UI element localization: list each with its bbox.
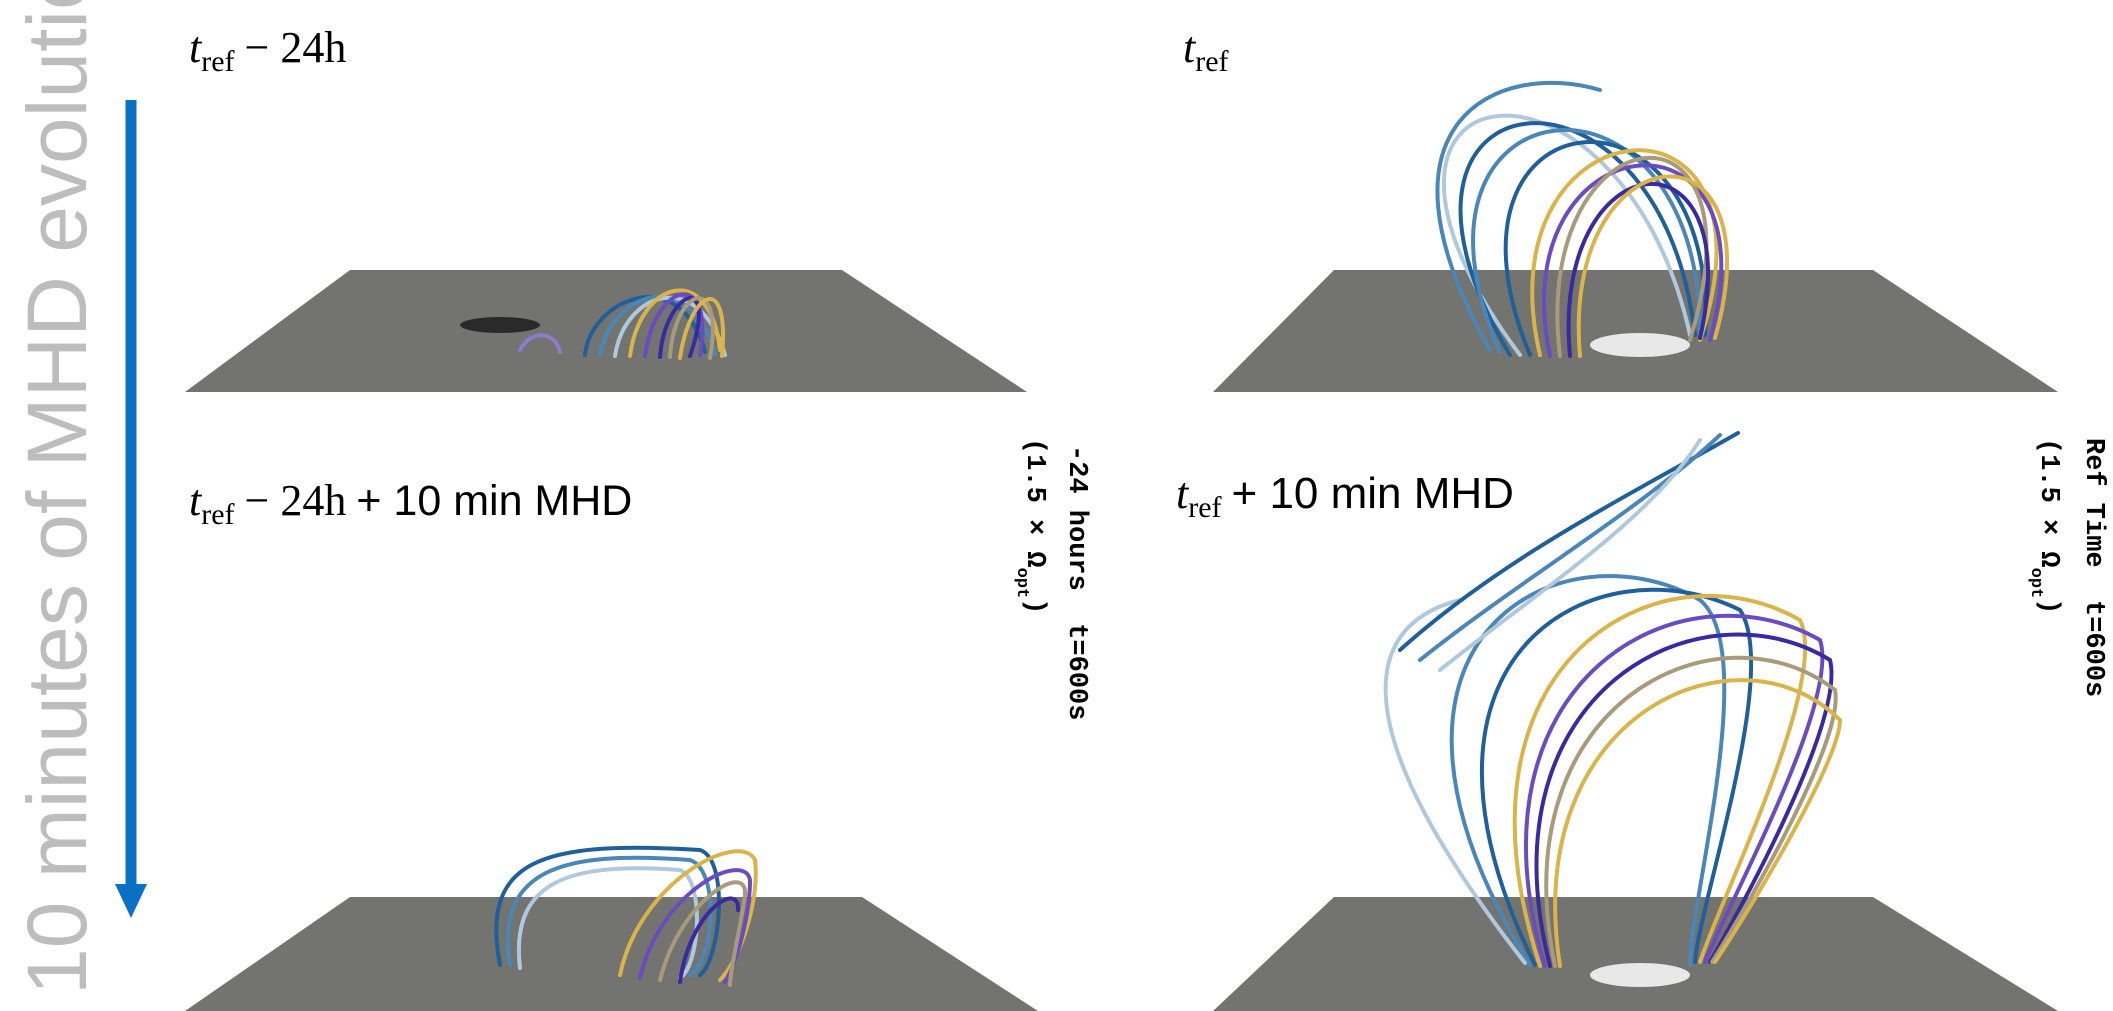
annotation-subscript: opt (1012, 568, 1031, 599)
time-arrow-head (115, 884, 147, 918)
magnetogram-spot (1590, 963, 1690, 987)
annotation-line: (1.5 × Ωopt) (1012, 438, 1049, 614)
photosphere-plane (1213, 270, 2058, 392)
label-subscript: ref (1188, 491, 1221, 524)
magnetogram-spot (1590, 333, 1690, 357)
panel-label: tref− 24h (189, 23, 346, 78)
annotation-line: Ref Time t=600s (2078, 438, 2108, 697)
panel-label: tref (1183, 23, 1229, 78)
annotation-text: (1.5 × Ω (1019, 438, 1049, 568)
side-label: 10 minutes of MHD evolution (10, 0, 104, 995)
panel-label: tref+ 10 min MHD (1176, 469, 1514, 524)
magnetogram-spot (460, 317, 540, 333)
photosphere-plane (185, 897, 1038, 1011)
label-suffix: − 24h (245, 476, 347, 525)
annotation-line: -24 hours t=600s (1061, 445, 1091, 720)
photosphere-plane (1213, 897, 2058, 1011)
label-subscript: ref (201, 498, 234, 531)
label-suffix: + 10 min MHD (1232, 469, 1514, 518)
annotation-text: (1.5 × Ω (2033, 438, 2063, 568)
figure: 10 minutes of MHD evolution (0, 0, 2113, 1011)
label-suffix: − 24h (245, 23, 347, 72)
annotation-line: (1.5 × Ωopt) (2026, 438, 2063, 614)
label-subscript: ref (1195, 45, 1228, 78)
annotation-text: ) (2033, 598, 2063, 614)
label-suffix: + 10 min MHD (356, 477, 632, 525)
panel-label: tref− 24h+ 10 min MHD (189, 476, 632, 531)
annotation-text: ) (1019, 598, 1049, 614)
label-subscript: ref (201, 45, 234, 78)
annotation-subscript: opt (2026, 568, 2045, 599)
